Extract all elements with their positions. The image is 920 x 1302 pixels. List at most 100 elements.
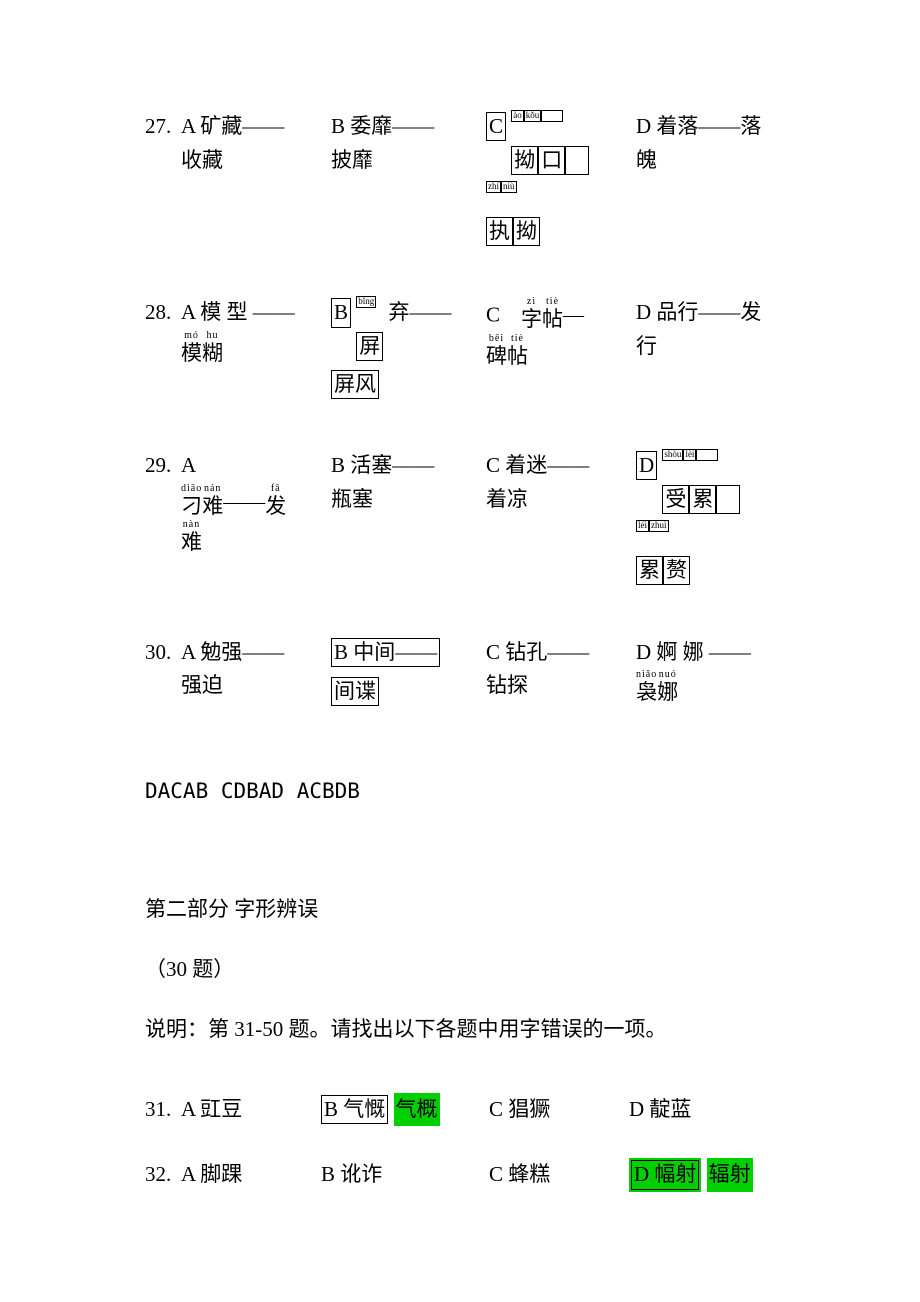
boxed-char: B (331, 298, 351, 327)
q30-opt-b: B 中间—— 间谍 (331, 636, 486, 709)
highlight-boxed-answer: D 幅射 (629, 1158, 701, 1192)
pinyin-line: mó模hu糊 (181, 330, 331, 366)
q32-opt-b: B 讹诈 (321, 1158, 489, 1192)
boxed-char: 屏 (356, 332, 383, 361)
section-2-instruction: 说明：第 31-50 题。请找出以下各题中用字错误的一项。 (145, 1013, 775, 1043)
answer-key: DACAB CDBAD ACBDB (145, 779, 775, 803)
text-line: C 着迷—— (486, 449, 636, 483)
boxed-char: 执 (486, 217, 513, 246)
boxed-answer: B 气慨 (321, 1095, 388, 1124)
section-2-title: 第二部分 字形辨误 (145, 893, 775, 923)
question-29: 29. A diāo刁nán难——fā发 nàn难 B 活塞—— 瓶塞 C 着迷… (145, 449, 775, 587)
boxed-char: C (486, 112, 506, 141)
highlight-correction: 气概 (394, 1093, 440, 1127)
pinyin-char-box: zhíniù 执拗 (486, 181, 540, 248)
boxed-group: B bǐng 屏 弃—— (331, 296, 486, 363)
text-line: 瓶塞 (331, 483, 486, 517)
boxed-group: 屏风 (331, 368, 486, 402)
q29-opt-c: C 着迷—— 着凉 (486, 449, 636, 587)
q30-options: A 勉强—— 强迫 B 中间—— 间谍 C 钻孔—— 钻探 D 婀 娜 —— n… (181, 636, 791, 709)
q32-opt-a: A 脚踝 (181, 1158, 321, 1192)
boxed-char: 拗 (511, 146, 538, 175)
pinyin-char-box: àokǒu 拗口 (511, 110, 589, 177)
question-32: 32. A 脚踝 B 讹诈 C 蜂糕 D 幅射 辐射 (145, 1158, 775, 1192)
pinyin-line: niǎo袅nuó娜 (636, 669, 791, 705)
boxed-char: 口 (538, 146, 565, 175)
text: 弃—— (389, 300, 452, 324)
text-line: 钻探 (486, 669, 636, 703)
q30-opt-a: A 勉强—— 强迫 (181, 636, 331, 709)
text-line: A 矿藏—— (181, 110, 331, 144)
question-28: 28. A 模 型 —— mó模hu糊 B bǐng 屏 弃—— 屏风 (145, 296, 775, 401)
text-line: 着凉 (486, 483, 636, 517)
pinyin-box: niù (501, 181, 517, 193)
boxed-group: léizhuì 累赘 (636, 520, 791, 587)
q31-opt-d: D 靛蓝 (629, 1093, 774, 1127)
pinyin-box: ào (511, 110, 524, 122)
q31-number: 31. (145, 1093, 181, 1127)
q27-number: 27. (145, 110, 181, 144)
q28-opt-c: C zì字tiè帖— bēi碑tiè帖 (486, 296, 636, 401)
text-line: 披靡 (331, 144, 486, 178)
q32-number: 32. (145, 1158, 181, 1192)
text-line: 魄 (636, 144, 791, 178)
boxed-char (716, 485, 740, 514)
q28-opt-b: B bǐng 屏 弃—— 屏风 (331, 296, 486, 401)
q27-opt-c: C àokǒu 拗口 zhíniù 执拗 (486, 110, 636, 248)
q28-opt-d: D 品行——发 行 (636, 296, 791, 401)
text-line: B 委靡—— (331, 110, 486, 144)
boxed-char: 累 (636, 556, 663, 585)
pinyin-box (696, 449, 718, 461)
q29-opt-b: B 活塞—— 瓶塞 (331, 449, 486, 587)
boxed-group: D shòulèi 受累 (636, 449, 791, 516)
q27-opt-b: B 委靡—— 披靡 (331, 110, 486, 248)
q28-options: A 模 型 —— mó模hu糊 B bǐng 屏 弃—— 屏风 (181, 296, 791, 401)
pinyin-char-box: léizhuì 累赘 (636, 520, 690, 587)
q28-number: 28. (145, 296, 181, 330)
q27-opt-d: D 着落——落 魄 (636, 110, 791, 248)
pinyin-box: shòu (662, 449, 683, 461)
pinyin-box: zhí (486, 181, 501, 193)
text-line: C 钻孔—— (486, 636, 636, 670)
q27-opt-a: A 矿藏—— 收藏 (181, 110, 331, 248)
boxed-char: 拗 (513, 217, 540, 246)
text-line: A (181, 449, 331, 483)
q31-opt-a: A 豇豆 (181, 1093, 321, 1127)
pinyin-box: léi (636, 520, 649, 532)
q30-opt-c: C 钻孔—— 钻探 (486, 636, 636, 709)
q29-options: A diāo刁nán难——fā发 nàn难 B 活塞—— 瓶塞 C 着迷—— 着… (181, 449, 791, 587)
q32-opt-d: D 幅射 辐射 (629, 1158, 774, 1192)
question-30: 30. A 勉强—— 强迫 B 中间—— 间谍 C 钻孔—— 钻探 D 婀 娜 … (145, 636, 775, 709)
boxed-word: 屏风 (331, 370, 379, 399)
section-2-subtitle: （30 题） (145, 953, 775, 983)
boxed-group: C àokǒu 拗口 (486, 110, 636, 177)
boxed-char: D (636, 451, 657, 480)
pinyin-char-box: shòulèi 受累 (662, 449, 740, 516)
q31-opt-c: C 猖獗 (489, 1093, 629, 1127)
q28-opt-a: A 模 型 —— mó模hu糊 (181, 296, 331, 401)
q27-options: A 矿藏—— 收藏 B 委靡—— 披靡 C àokǒu 拗口 zhíniù (181, 110, 791, 248)
question-27: 27. A 矿藏—— 收藏 B 委靡—— 披靡 C àokǒu 拗口 (145, 110, 775, 248)
highlight-correction: 辐射 (707, 1158, 753, 1192)
text-line: 收藏 (181, 144, 331, 178)
boxed-char (565, 146, 589, 175)
q30-opt-d: D 婀 娜 —— niǎo袅nuó娜 (636, 636, 791, 709)
pinyin-line: diāo刁nán难——fā发 (181, 483, 331, 519)
pinyin-line: bēi碑tiè帖 (486, 333, 636, 369)
pinyin-box: kǒu (524, 110, 542, 122)
boxed-char: 受 (662, 485, 689, 514)
pinyin-box: zhuì (649, 520, 669, 532)
pinyin-char-box: bǐng 屏 (356, 296, 383, 363)
q32-opt-c: C 蜂糕 (489, 1158, 629, 1192)
text-line: D 品行——发 (636, 296, 791, 330)
q29-opt-a: A diāo刁nán难——fā发 nàn难 (181, 449, 331, 587)
text-line: D 婀 娜 —— (636, 636, 791, 670)
pinyin-box (541, 110, 563, 122)
boxed-char: 赘 (663, 556, 690, 585)
pinyin-line: C zì字tiè帖— (486, 296, 636, 332)
text-line: A 模 型 —— (181, 296, 331, 330)
boxed-char: 累 (689, 485, 716, 514)
boxed-word: 间谍 (331, 677, 379, 706)
q31-opt-b: B 气慨 气概 (321, 1093, 489, 1127)
text-line: D 着落——落 (636, 110, 791, 144)
